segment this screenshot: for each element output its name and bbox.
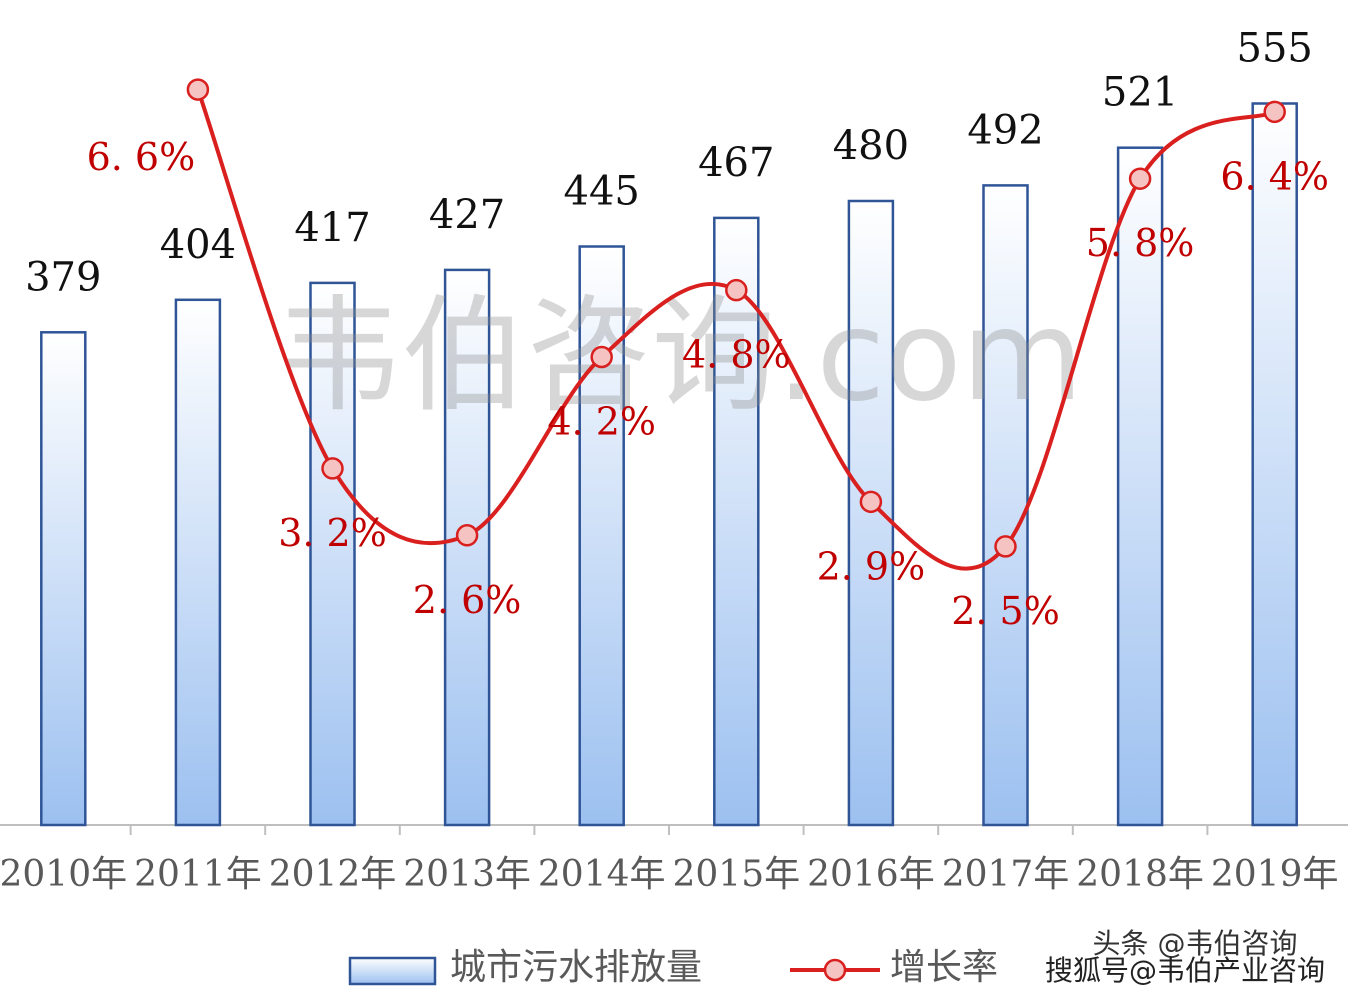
legend-label: 增长率 <box>890 947 998 988</box>
bar-value-label: 404 <box>160 222 236 268</box>
line-value-label: 4. 2% <box>547 400 656 444</box>
bar <box>1116 146 1164 827</box>
x-tick-label: 2011年 <box>134 854 262 895</box>
bar-value-label: 445 <box>564 169 640 215</box>
line-value-label: 2. 9% <box>817 544 926 588</box>
bar <box>40 331 87 827</box>
legend-label: 城市污水排放量 <box>450 947 702 988</box>
watermark: 韦伯咨询.com <box>277 284 1084 429</box>
bar-value-label: 555 <box>1237 26 1313 72</box>
line-marker <box>455 524 479 547</box>
watermark: 搜狐号@韦伯产业咨询 <box>1045 954 1325 987</box>
line-value-label: 2. 6% <box>413 578 522 622</box>
line-value-label: 5. 8% <box>1086 221 1195 265</box>
x-tick-label: 2016年 <box>807 854 935 895</box>
bar <box>1251 102 1298 827</box>
line-marker <box>590 345 613 369</box>
x-tick-label: 2019年 <box>1211 854 1339 895</box>
bar-value-label: 480 <box>833 123 909 169</box>
line-marker <box>1263 100 1286 124</box>
legend-swatch <box>823 958 847 982</box>
bar-value-label: 417 <box>294 205 370 251</box>
line-value-label: 4. 8% <box>682 333 791 377</box>
bar-value-label: 379 <box>25 254 101 300</box>
bar-value-label: 467 <box>698 140 774 186</box>
line-value-label: 6. 4% <box>1220 154 1329 198</box>
bar-value-label: 492 <box>967 107 1043 153</box>
bar <box>174 298 222 827</box>
line-marker <box>186 78 210 101</box>
line-marker <box>859 490 883 514</box>
line-marker <box>725 278 748 302</box>
x-tick-label: 2015年 <box>672 854 800 895</box>
line-value-label: 6. 6% <box>87 135 196 179</box>
bar-value-label: 427 <box>429 192 505 238</box>
line-value-label: 3. 2% <box>278 511 387 555</box>
bar <box>982 184 1029 827</box>
bar <box>443 268 491 827</box>
x-tick-label: 2017年 <box>942 854 1070 895</box>
bar-value-label: 521 <box>1102 70 1178 116</box>
bar <box>713 216 760 827</box>
x-tick-label: 2018年 <box>1076 854 1204 895</box>
line-marker <box>1128 167 1152 190</box>
watermark: 头条 @韦伯咨询 <box>1093 927 1298 960</box>
line-marker <box>321 457 344 480</box>
x-tick-label: 2010年 <box>0 854 127 895</box>
legend-swatch <box>348 956 437 986</box>
x-tick-label: 2014年 <box>538 854 666 895</box>
bar <box>309 281 356 827</box>
x-tick-label: 2013年 <box>403 854 531 895</box>
line-marker <box>994 535 1017 558</box>
line-value-label: 2. 5% <box>951 589 1060 633</box>
x-tick-label: 2012年 <box>269 854 397 895</box>
